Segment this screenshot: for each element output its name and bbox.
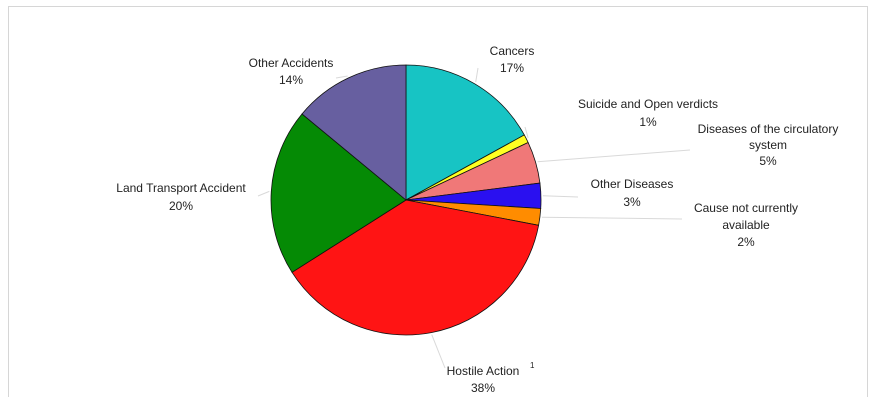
slice-percent-suicide: 1% <box>639 115 657 129</box>
slice-label-circulatory-line2: system <box>749 138 787 152</box>
slice-label-hostile-action-note: 1 <box>530 361 535 370</box>
slice-percent-other-accidents: 14% <box>279 73 303 87</box>
slice-percent-circulatory: 5% <box>759 154 777 168</box>
slice-label-suicide: Suicide and Open verdicts <box>578 97 718 111</box>
leader-line <box>431 334 446 369</box>
pie-slice-hostile-action <box>291 199 540 336</box>
leader-line <box>335 75 348 79</box>
slice-percent-other-diseases: 3% <box>623 195 641 209</box>
slice-label-other-accidents: Other Accidents <box>249 56 334 70</box>
leader-line <box>475 67 479 83</box>
slice-percent-hostile-action: 38% <box>471 381 495 395</box>
slice-label-land-transport: Land Transport Accident <box>116 181 246 195</box>
pie-slices <box>270 64 542 336</box>
pie-slice-cancers <box>405 64 525 201</box>
leader-lines <box>257 67 691 369</box>
slice-percent-cause-na: 2% <box>737 235 755 249</box>
slice-label-cancers: Cancers <box>490 44 535 58</box>
pie-slice-other-accidents <box>301 64 407 201</box>
leader-line <box>541 216 683 220</box>
slice-label-cause-na-line1: Cause not currently <box>694 201 798 215</box>
slice-label-hostile-action: Hostile Action <box>447 364 520 378</box>
leader-line <box>537 149 691 163</box>
slice-label-other-diseases: Other Diseases <box>591 177 674 191</box>
slice-percent-cancers: 17% <box>500 61 524 75</box>
slice-percent-land-transport: 20% <box>169 199 193 213</box>
leader-line <box>542 195 579 198</box>
slice-label-cause-na-line2: available <box>722 218 770 232</box>
pie-slice-land-transport-accident <box>270 113 407 273</box>
leader-line <box>257 190 270 197</box>
leader-line <box>524 126 529 138</box>
slice-label-circulatory-line1: Diseases of the circulatory <box>698 122 839 136</box>
